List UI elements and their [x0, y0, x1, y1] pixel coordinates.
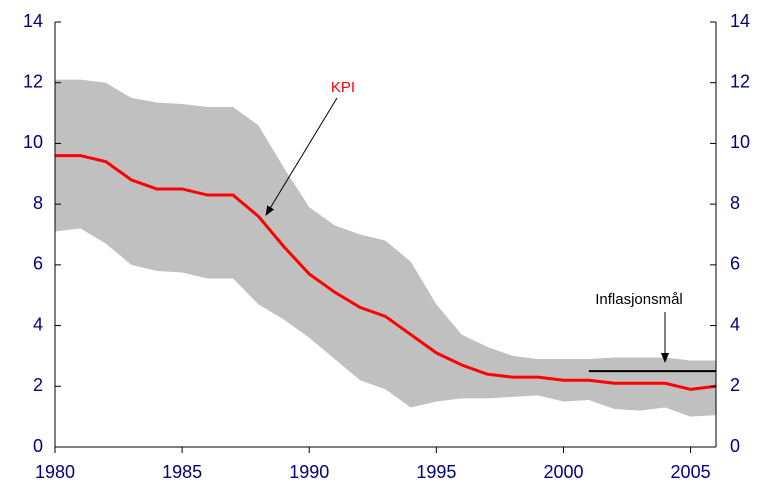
y-tick-label: 6	[33, 254, 43, 274]
band	[55, 79, 716, 417]
y-tick-label: 8	[33, 193, 43, 213]
target-annotation: Inflasjonsmål	[595, 291, 683, 308]
x-tick-label: 2005	[671, 462, 711, 482]
x-tick-label: 1985	[162, 462, 202, 482]
y2-tick-label: 14	[730, 11, 750, 31]
y2-tick-label: 8	[730, 193, 740, 213]
y-tick-label: 12	[23, 71, 43, 91]
y2-tick-label: 10	[730, 132, 750, 152]
y-tick-label: 10	[23, 132, 43, 152]
line	[55, 154, 717, 391]
y-tick-label: 2	[33, 375, 43, 395]
y2-tick-label: 0	[730, 436, 740, 456]
y2-tick-label: 2	[730, 375, 740, 395]
y2-tick-label: 4	[730, 314, 740, 334]
y2-tick-label: 12	[730, 71, 750, 91]
x-tick-label: 1980	[35, 462, 75, 482]
kpi-annotation: KPI	[331, 79, 355, 96]
x-tick-label: 1995	[416, 462, 456, 482]
kpi-arrow	[265, 97, 338, 216]
x-tick-label: 1990	[289, 462, 329, 482]
x-tick-label: 2000	[543, 462, 583, 482]
y2-tick-label: 6	[730, 254, 740, 274]
y-tick-label: 0	[33, 436, 43, 456]
y-tick-label: 4	[33, 314, 43, 334]
y-tick-label: 14	[23, 11, 43, 31]
